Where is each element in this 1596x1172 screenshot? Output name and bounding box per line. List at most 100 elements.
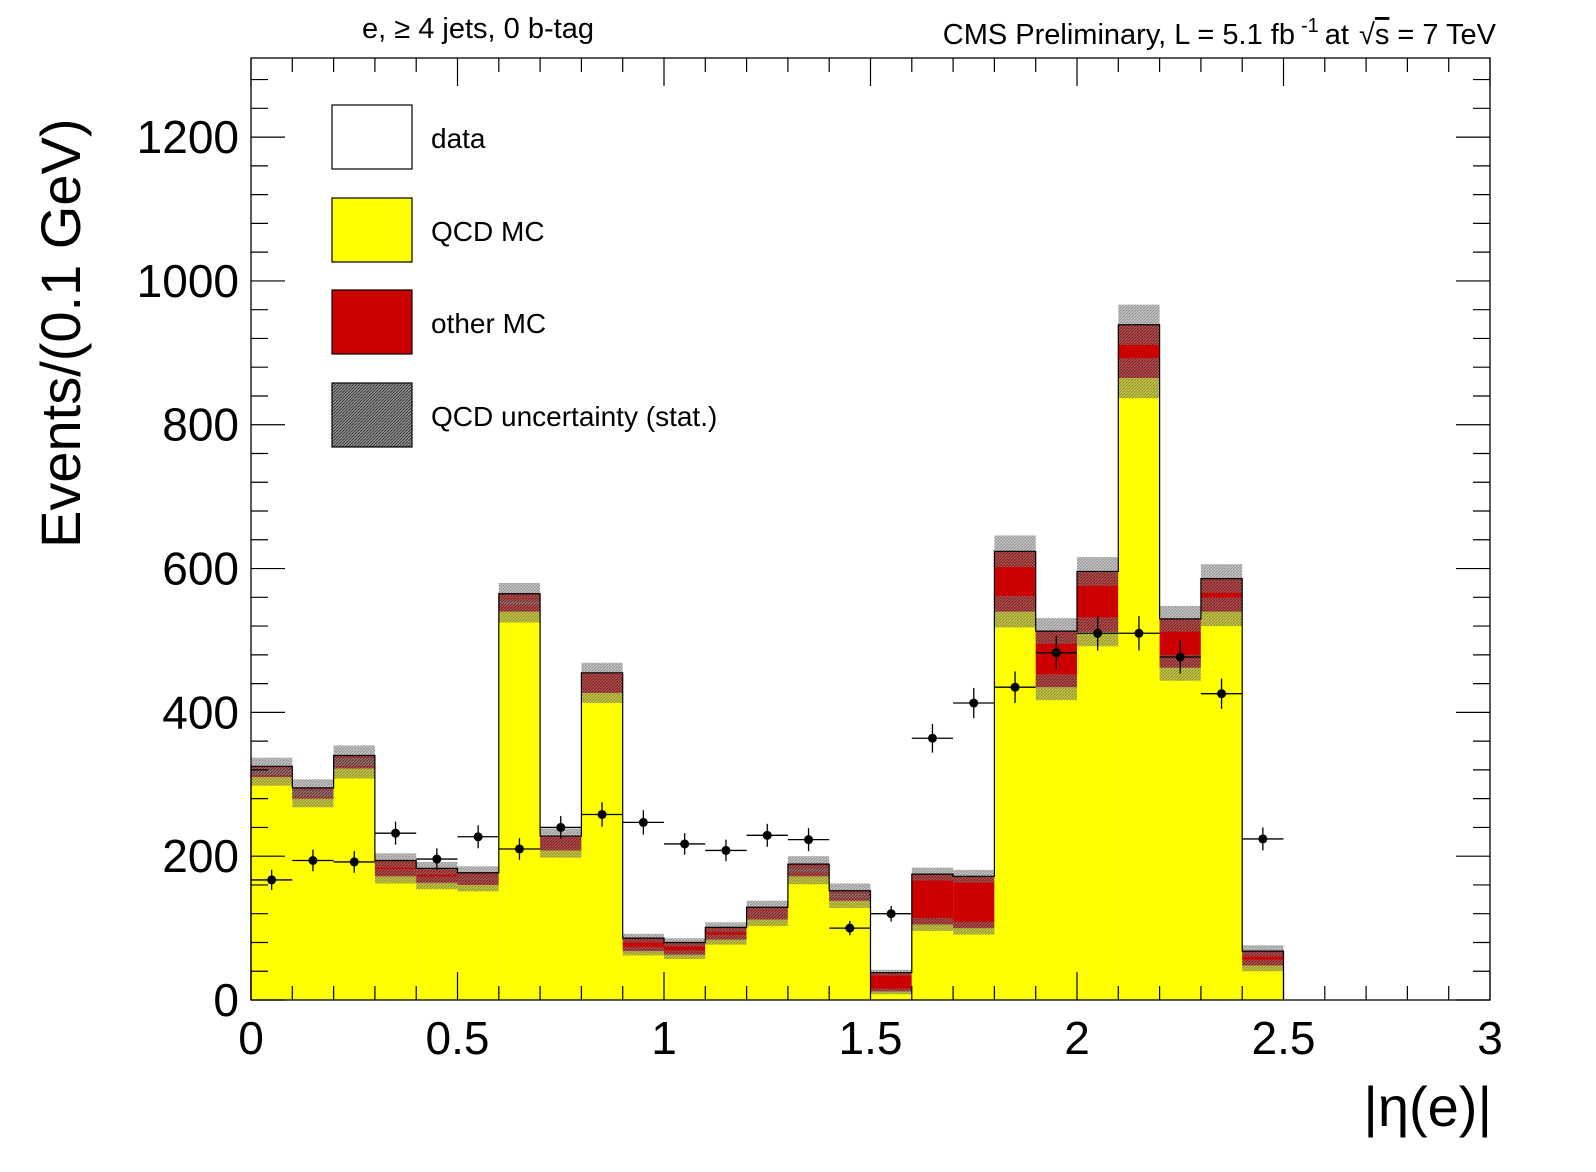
data-marker: [638, 817, 648, 827]
bar-qcd: [1200, 611, 1243, 1000]
title-right-mid: at: [1325, 19, 1349, 51]
y-tick-label: 1000: [137, 255, 239, 307]
title-right-prefix: CMS Preliminary, L = 5.1 fb: [943, 19, 1295, 51]
data-marker: [1175, 652, 1185, 662]
data-marker: [597, 809, 607, 819]
data-point: [787, 828, 830, 852]
data-point: [705, 839, 747, 862]
y-tick-label: 1200: [137, 111, 239, 163]
band-qcd-unc: [1035, 674, 1077, 701]
band-qcd-unc: [498, 600, 541, 623]
bar-qcd: [416, 882, 458, 1000]
data-point: [457, 825, 499, 849]
data-marker: [267, 875, 277, 885]
bar-qcd: [870, 991, 912, 1000]
bar-qcd: [953, 928, 995, 1000]
band-qcd-unc: [705, 934, 747, 945]
bar-qcd: [1118, 377, 1160, 1000]
legend-entry: QCD uncertainty (stat.): [331, 382, 717, 448]
legend-label: other MC: [431, 308, 546, 339]
bar-qcd: [581, 692, 623, 1000]
data-point: [540, 815, 582, 839]
bar-qcd: [705, 939, 747, 1000]
legend-swatch: [331, 104, 413, 170]
y-tick-label: 0: [213, 974, 239, 1026]
data-point: [1242, 827, 1284, 851]
legend-entry: data: [331, 104, 486, 170]
chart-title-right: CMS Preliminary, L = 5.1 fb -1 at √s = 7 TeV: [943, 15, 1497, 51]
data-marker: [391, 828, 401, 838]
legend-label: QCD MC: [431, 216, 545, 247]
band-qcd-unc: [664, 950, 706, 960]
title-right-suffix: = 7 TeV: [1397, 19, 1496, 51]
data-point: [416, 848, 458, 870]
data-point: [953, 687, 995, 719]
bar-qcd: [292, 798, 334, 1000]
y-tick-label: 600: [162, 543, 239, 595]
data-point: [333, 851, 375, 873]
chart-title-left: e, ≥ 4 jets, 0 b-tag: [362, 13, 594, 45]
bar-qcd: [1035, 687, 1077, 1000]
data-marker: [556, 822, 566, 832]
data-point: [292, 849, 334, 872]
bar-qcd: [333, 768, 375, 1000]
bar-qcd: [498, 611, 541, 1000]
data-points: [251, 616, 1284, 936]
data-marker: [308, 855, 318, 865]
data-point: [1035, 636, 1077, 670]
data-point: [581, 802, 623, 827]
data-marker: [1010, 682, 1020, 692]
band-qcd-unc: [1242, 959, 1284, 972]
data-point: [1118, 616, 1160, 651]
bar-qcd: [911, 924, 954, 1000]
bar-qcd: [829, 900, 871, 1000]
data-point: [1077, 616, 1119, 651]
legend: data QCD MC other MC QCD uncertainty (stat.…: [331, 104, 717, 448]
band-qcd-unc: [870, 988, 912, 995]
x-tick-label: 3: [1477, 1012, 1503, 1064]
data-marker: [1134, 628, 1144, 638]
data-point: [622, 810, 664, 835]
legend-swatch: [331, 197, 413, 263]
data-marker: [762, 830, 772, 840]
bar-qcd: [746, 919, 788, 1000]
x-tick-label: 0.5: [426, 1012, 490, 1064]
bar-qcd: [540, 850, 582, 1000]
legend-label: data: [431, 123, 486, 154]
legend-entry: other MC: [331, 289, 546, 355]
band-qcd-unc: [374, 869, 417, 884]
data-marker: [886, 909, 896, 919]
legend-label: QCD uncertainty (stat.): [431, 401, 717, 432]
data-marker: [432, 854, 442, 864]
y-axis-title: Events/(0.1 GeV): [29, 118, 92, 548]
stack-outline: [250, 324, 1285, 1000]
data-point: [374, 821, 417, 845]
legend-entry: QCD MC: [331, 197, 545, 263]
data-point: [829, 920, 871, 936]
data-point: [664, 833, 706, 855]
band-qcd-unc: [911, 918, 954, 931]
data-marker: [473, 832, 483, 842]
title-right-sqrt-sign: √: [1359, 19, 1375, 51]
bar-qcd: [622, 951, 664, 1000]
data-marker: [969, 698, 979, 708]
data-marker: [1051, 648, 1061, 658]
bar-other: [911, 874, 954, 925]
data-marker: [1258, 834, 1268, 844]
x-tick-label: 1.5: [839, 1012, 903, 1064]
data-point: [498, 838, 541, 860]
data-marker: [349, 857, 359, 867]
bar-qcd: [664, 954, 706, 1000]
band-qcd-unc: [994, 595, 1036, 628]
x-axis-title: |η(e)|: [1363, 1075, 1492, 1138]
data-marker: [1217, 689, 1227, 699]
band-qcd-unc: [416, 876, 458, 890]
data-point: [1200, 678, 1243, 709]
x-tick-label: 0: [238, 1012, 264, 1064]
band-qcd-unc: [787, 868, 830, 885]
title-right-sqrt: s: [1375, 19, 1390, 51]
band-qcd-unc: [953, 921, 995, 935]
bar-qcd: [457, 884, 499, 1000]
bar-qcd: [374, 876, 417, 1000]
y-tick-label: 200: [162, 830, 239, 882]
